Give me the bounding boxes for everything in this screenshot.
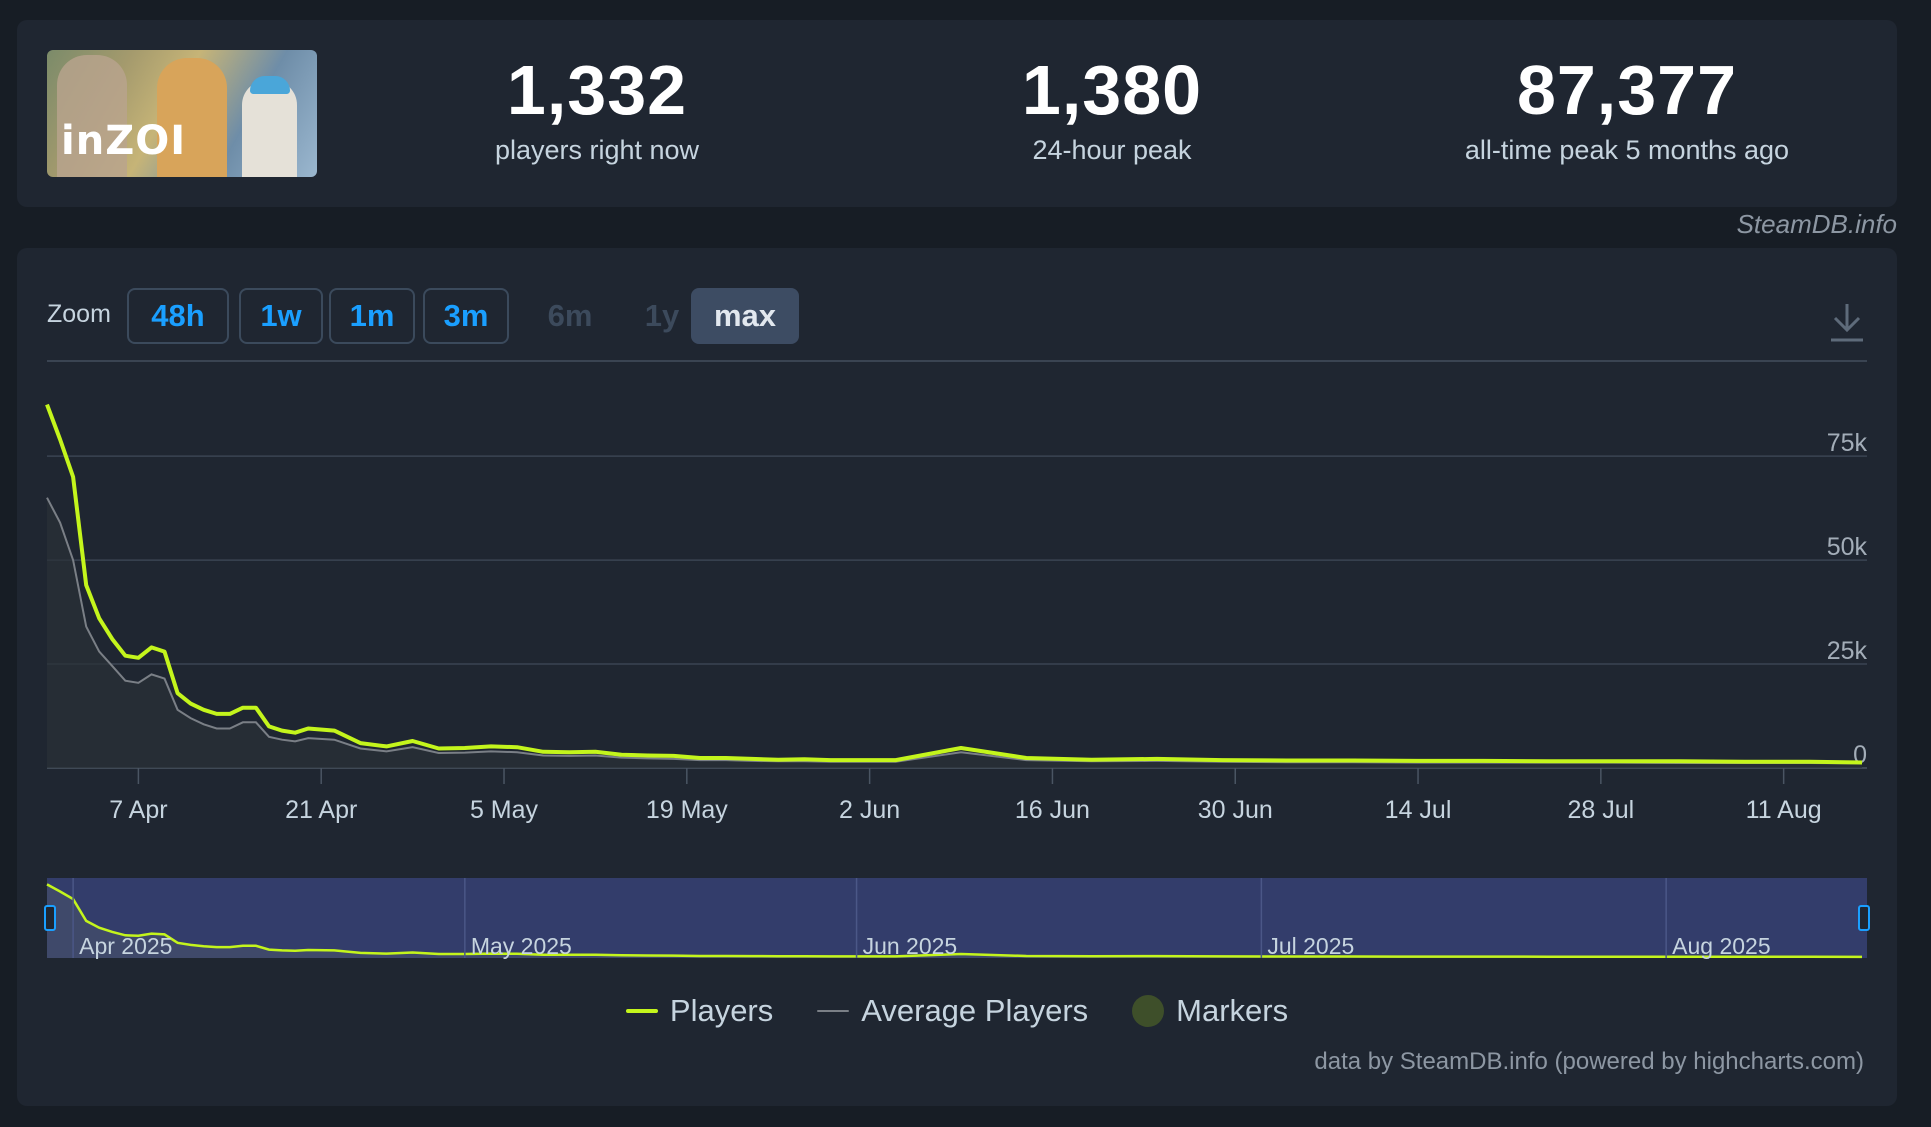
x-tick-label: 21 Apr — [285, 796, 357, 824]
chart-card: Zoom 48h 1w 1m 3m 6m 1y max 0 25k 50k 75k 7 … — [17, 248, 1897, 1106]
stat-value: 1,380 — [1021, 51, 1203, 129]
stat-label: 24-hour peak — [1032, 135, 1192, 165]
legend-markers-swatch — [1132, 995, 1165, 1027]
average-players-line — [46, 497, 1863, 765]
game-logo-text: inZOI — [61, 118, 187, 164]
legend-players-label: Players — [669, 993, 774, 1028]
legend-average-label: Average Players — [861, 993, 1089, 1028]
navigator-month-label: Jul 2025 — [1267, 933, 1354, 959]
zoom-48h-button[interactable]: 48h — [127, 288, 229, 344]
zoom-6m-button: 6m — [547, 298, 593, 333]
download-icon[interactable] — [1827, 300, 1867, 344]
navigator-window — [47, 878, 1867, 958]
stat-all-time-peak: 87,377 all-time peak 5 months ago — [1417, 50, 1837, 168]
stats-card: inZOI 1,332 players right now 1,380 24-h… — [17, 20, 1897, 207]
navigator-month-label: Aug 2025 — [1672, 933, 1770, 959]
game-thumbnail[interactable]: inZOI — [47, 50, 317, 177]
x-tick-label: 30 Jun — [1198, 796, 1273, 824]
steamdb-credit[interactable]: SteamDB.info — [1736, 209, 1897, 239]
navigator-month-label: Apr 2025 — [79, 933, 172, 959]
thumbnail-figure — [57, 55, 127, 177]
x-tick-label: 14 Jul — [1385, 796, 1452, 824]
navigator-month-label: Jun 2025 — [863, 933, 958, 959]
zoom-1w-button[interactable]: 1w — [239, 288, 323, 344]
thumbnail-figure — [242, 80, 297, 177]
x-tick-label: 28 Jul — [1567, 796, 1634, 824]
players-line — [45, 403, 1863, 765]
thumbnail-figure-cap — [250, 76, 290, 94]
navigator-area — [47, 884, 1862, 958]
x-tick-label: 2 Jun — [839, 796, 900, 824]
navigator-line — [46, 883, 1863, 959]
stat-players-now: 1,332 players right now — [437, 50, 757, 168]
y-tick-label: 50k — [1827, 533, 1868, 561]
y-tick-label: 75k — [1827, 429, 1868, 457]
stat-label: all-time peak 5 months ago — [1464, 135, 1790, 165]
stat-value: 87,377 — [1516, 51, 1738, 129]
y-tick-label: 25k — [1827, 637, 1868, 665]
x-tick-label: 19 May — [646, 796, 728, 824]
legend-players-swatch — [625, 1009, 658, 1013]
stat-value: 1,332 — [506, 51, 688, 129]
chart-legend: Players Average Players Markers — [17, 993, 1897, 1029]
legend-players[interactable]: Players — [625, 993, 774, 1029]
x-tick-label: 5 May — [470, 796, 539, 824]
x-tick-label: 7 Apr — [109, 796, 167, 824]
navigator-right-handle[interactable] — [1858, 905, 1870, 931]
zoom-1m-button[interactable]: 1m — [329, 288, 415, 344]
highcharts-credit[interactable]: data by SteamDB.info (powered by highcha… — [1314, 1048, 1864, 1075]
x-tick-label: 11 Aug — [1746, 796, 1822, 824]
average-players-area — [47, 497, 1862, 768]
legend-average-swatch — [817, 1010, 850, 1012]
thumbnail-figure — [157, 58, 227, 177]
zoom-3m-button[interactable]: 3m — [423, 288, 509, 344]
legend-average-players[interactable]: Average Players — [817, 993, 1088, 1029]
legend-markers[interactable]: Markers — [1132, 993, 1288, 1029]
navigator-month-label: May 2025 — [471, 933, 572, 959]
x-tick-label: 16 Jun — [1015, 796, 1090, 824]
navigator-left-handle[interactable] — [44, 905, 56, 931]
legend-markers-label: Markers — [1176, 993, 1289, 1028]
zoom-max-button[interactable]: max — [691, 288, 799, 344]
zoom-1y-button: 1y — [644, 298, 680, 333]
stat-label: players right now — [494, 135, 700, 165]
stat-24h-peak: 1,380 24-hour peak — [952, 50, 1272, 168]
zoom-label: Zoom — [47, 300, 111, 328]
